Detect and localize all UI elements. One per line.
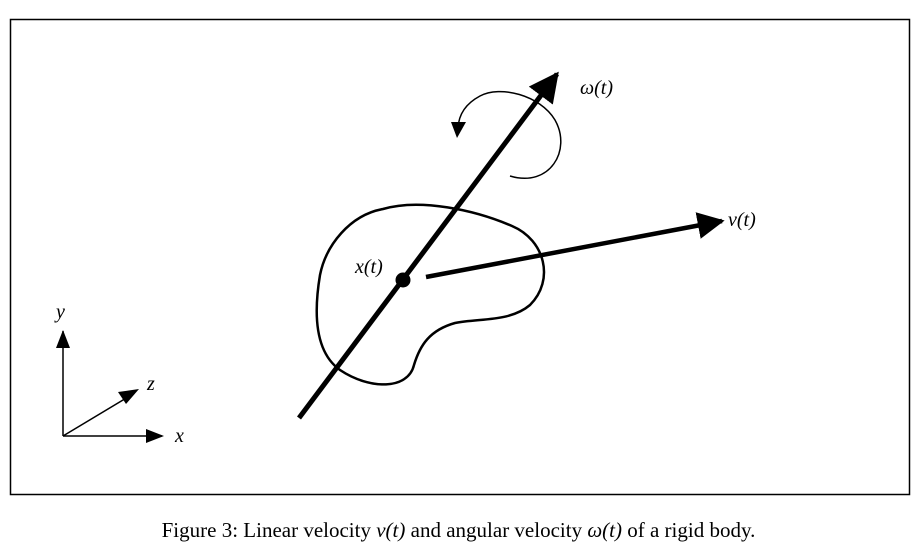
x-axis-arrowhead — [146, 429, 164, 443]
angular-velocity-axis — [297, 71, 559, 420]
y-axis-arrowhead — [56, 330, 70, 348]
caption-v-symbol: v(t) — [376, 518, 406, 542]
velocity-label: v(t) — [728, 209, 756, 231]
caption-prefix: Figure 3: Linear velocity — [161, 518, 377, 542]
linear-velocity-arrow — [425, 212, 725, 280]
caption-middle: and angular velocity — [405, 518, 588, 542]
caption-omega-symbol: ω(t) — [587, 518, 622, 542]
rigid-body-figure: ω(t) v(t) x(t) y x z — [9, 18, 911, 496]
axis-x-label: x — [174, 425, 184, 447]
figure-frame — [9, 18, 911, 496]
rigid-body-outline — [315, 203, 546, 386]
caption-suffix: of a rigid body. — [621, 518, 756, 542]
z-axis-line — [62, 393, 134, 437]
axis-z-label: z — [146, 373, 155, 395]
position-label: x(t) — [354, 256, 383, 278]
z-axis-arrowhead — [118, 389, 139, 404]
rotation-arrow — [457, 90, 562, 179]
axis-y-label: y — [54, 301, 65, 323]
omega-label: ω(t) — [580, 77, 613, 99]
figure-caption: Figure 3: Linear velocity v(t) and angul… — [0, 515, 917, 545]
center-of-mass-point — [395, 272, 411, 288]
rotation-arrowhead — [451, 122, 466, 138]
